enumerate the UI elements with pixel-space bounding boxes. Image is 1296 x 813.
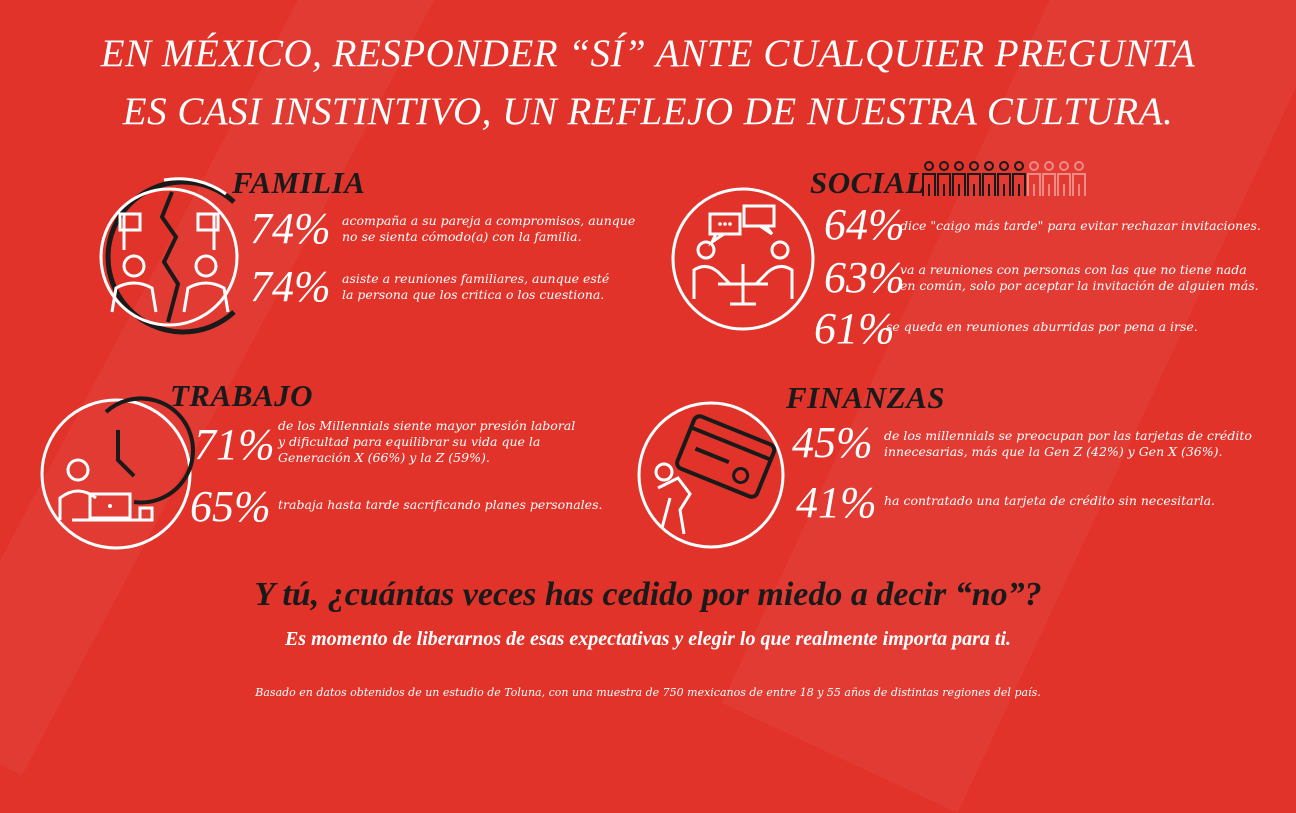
familia-stat-2-pct: 74% [250,262,331,311]
trabajo-stat-2-text: trabaja hasta tarde sacrificando planes … [278,497,603,512]
social-stat-1-text: dice "caigo más tarde" para evitar recha… [900,218,1261,233]
social-stat-1-pct: 64% [824,200,905,249]
title-line-1: EN MÉXICO, RESPONDER “SÍ” ANTE CUALQUIER… [100,32,1196,75]
social-stat-3-text: se queda en reuniones aburridas por pena… [886,319,1198,334]
people-row-icon [922,161,1086,196]
familia-stat-1-pct: 74% [250,204,331,253]
social-stat-2-text: va a reuniones con personas con las que … [900,262,1259,293]
credit-card-burden-icon [637,401,785,549]
finanzas-stat-2-pct: 41% [796,478,877,527]
finanzas-stat-1-text: de los millennials se preocupan por las … [884,428,1252,459]
clock-laptop-icon [40,396,195,550]
trabajo-heading: TRABAJO [170,378,314,413]
trabajo-stat-2-pct: 65% [190,482,271,531]
familia-stat-1-text: acompaña a su pareja a compromisos, aunq… [342,213,636,244]
meeting-icon [671,187,815,331]
trabajo-stat-1-pct: 71% [194,420,275,469]
social-heading: SOCIAL [810,165,925,200]
trabajo-stat-1-text: de los Millennials siente mayor presión … [278,418,576,465]
page-title: EN MÉXICO, RESPONDER “SÍ” ANTE CUALQUIER… [0,28,1296,138]
familia-heading: FAMILIA [232,165,366,200]
finanzas-stat-1-pct: 45% [792,418,873,467]
closing-question: Y tú, ¿cuántas veces has cedido por mied… [254,576,1042,613]
finanzas-heading: FINANZAS [786,380,946,415]
familia-stat-2-text: asiste a reuniones familiares, aunque es… [342,271,610,302]
closing-subtitle: Es momento de liberarnos de esas expecta… [284,628,1012,650]
title-line-2: ES CASI INSTINTIVO, UN REFLEJO DE NUESTR… [122,90,1174,133]
social-stat-3-pct: 61% [814,304,895,353]
social-stat-2-pct: 63% [824,253,905,302]
footnote: Basado en datos obtenidos de un estudio … [255,686,1041,699]
finanzas-stat-2-text: ha contratado una tarjeta de crédito sin… [884,493,1216,508]
family-conflict-icon [99,177,239,335]
